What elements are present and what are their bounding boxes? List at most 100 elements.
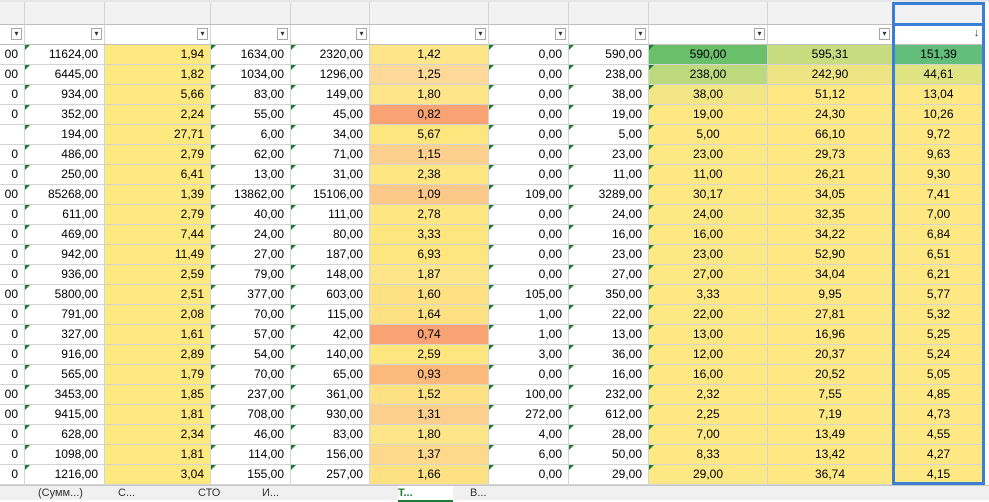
cell-r2-cAN[interactable]: 151,39	[893, 45, 985, 65]
field-header-8[interactable]: ▾	[649, 25, 768, 45]
cell-r3-cAK[interactable]: 238,00	[569, 65, 649, 85]
cell-r23-cAL[interactable]: 29,00	[649, 465, 768, 485]
cell-r10-cAH[interactable]: 111,00	[291, 205, 370, 225]
cell-r4-cAF[interactable]: 5,66	[105, 85, 211, 105]
sheet-tab-4[interactable]: Т...	[398, 486, 453, 502]
cell-r12-cAL[interactable]: 23,00	[649, 245, 768, 265]
cell-r2-cAI[interactable]: 1,42	[370, 45, 489, 65]
cell-r11-cAK[interactable]: 16,00	[569, 225, 649, 245]
cell-r9-cAH[interactable]: 15106,00	[291, 185, 370, 205]
cell-r8-cAM[interactable]: 26,21	[768, 165, 893, 185]
cell-r19-cAF[interactable]: 1,85	[105, 385, 211, 405]
cell-r3-cAM[interactable]: 242,90	[768, 65, 893, 85]
cell-r23-cprev[interactable]: 0	[0, 465, 25, 485]
column-letter-ak[interactable]	[569, 2, 649, 25]
cell-r3-cAG[interactable]: 1034,00	[211, 65, 291, 85]
cell-r4-cAM[interactable]: 51,12	[768, 85, 893, 105]
field-header-6[interactable]: ▾	[489, 25, 569, 45]
cell-r22-cAM[interactable]: 13,42	[768, 445, 893, 465]
cell-r7-cAG[interactable]: 62,00	[211, 145, 291, 165]
cell-r10-cAN[interactable]: 7,00	[893, 205, 985, 225]
cell-r17-cprev[interactable]: 0	[0, 345, 25, 365]
cell-r8-cAN[interactable]: 9,30	[893, 165, 985, 185]
cell-r16-cAJ[interactable]: 1,00	[489, 325, 569, 345]
cell-r3-cAE[interactable]: 6445,00	[25, 65, 105, 85]
cell-r20-cAH[interactable]: 930,00	[291, 405, 370, 425]
column-letter-ae[interactable]	[25, 2, 105, 25]
filter-dropdown-icon[interactable]: ▾	[356, 28, 367, 40]
cell-r7-cAI[interactable]: 1,15	[370, 145, 489, 165]
cell-r21-cAK[interactable]: 28,00	[569, 425, 649, 445]
field-header-1[interactable]: ▾	[25, 25, 105, 45]
cell-r14-cAE[interactable]: 5800,00	[25, 285, 105, 305]
sort-descending-icon[interactable]: ↓	[973, 27, 980, 39]
cell-r19-cprev[interactable]: 00	[0, 385, 25, 405]
cell-r8-cAI[interactable]: 2,38	[370, 165, 489, 185]
cell-r21-cAH[interactable]: 83,00	[291, 425, 370, 445]
cell-r16-cAN[interactable]: 5,25	[893, 325, 985, 345]
cell-r20-cAJ[interactable]: 272,00	[489, 405, 569, 425]
cell-r16-cAK[interactable]: 13,00	[569, 325, 649, 345]
cell-r11-cAN[interactable]: 6,84	[893, 225, 985, 245]
cell-r7-cAL[interactable]: 23,00	[649, 145, 768, 165]
cell-r15-cAM[interactable]: 27,81	[768, 305, 893, 325]
filter-dropdown-icon[interactable]: ▾	[555, 28, 566, 40]
cell-r15-cAH[interactable]: 115,00	[291, 305, 370, 325]
cell-r18-cAJ[interactable]: 0,00	[489, 365, 569, 385]
cell-r16-cAE[interactable]: 327,00	[25, 325, 105, 345]
cell-r16-cAI[interactable]: 0,74	[370, 325, 489, 345]
field-header-7[interactable]: ▾	[569, 25, 649, 45]
cell-r10-cAL[interactable]: 24,00	[649, 205, 768, 225]
cell-r16-cprev[interactable]: 0	[0, 325, 25, 345]
cell-r14-cAG[interactable]: 377,00	[211, 285, 291, 305]
cell-r10-cAJ[interactable]: 0,00	[489, 205, 569, 225]
cell-r4-cAH[interactable]: 149,00	[291, 85, 370, 105]
cell-r3-cAI[interactable]: 1,25	[370, 65, 489, 85]
cell-r18-cAF[interactable]: 1,79	[105, 365, 211, 385]
cell-r5-cAL[interactable]: 19,00	[649, 105, 768, 125]
cell-r11-cAE[interactable]: 469,00	[25, 225, 105, 245]
cell-r21-cAG[interactable]: 46,00	[211, 425, 291, 445]
cell-r6-cAN[interactable]: 9,72	[893, 125, 985, 145]
cell-r13-cAM[interactable]: 34,04	[768, 265, 893, 285]
cell-r11-cAF[interactable]: 7,44	[105, 225, 211, 245]
cell-r15-cAG[interactable]: 70,00	[211, 305, 291, 325]
cell-r4-cAN[interactable]: 13,04	[893, 85, 985, 105]
cell-r10-cAE[interactable]: 611,00	[25, 205, 105, 225]
cell-r22-cprev[interactable]: 0	[0, 445, 25, 465]
field-header-2[interactable]: ▾	[105, 25, 211, 45]
cell-r16-cAM[interactable]: 16,96	[768, 325, 893, 345]
sheet-tab-2[interactable]: СТО	[198, 487, 221, 499]
cell-r14-cAF[interactable]: 2,51	[105, 285, 211, 305]
cell-r13-cAH[interactable]: 148,00	[291, 265, 370, 285]
cell-r22-cAK[interactable]: 50,00	[569, 445, 649, 465]
cell-r16-cAF[interactable]: 1,61	[105, 325, 211, 345]
cell-r6-cAK[interactable]: 5,00	[569, 125, 649, 145]
cell-r2-cAL[interactable]: 590,00	[649, 45, 768, 65]
cell-r19-cAN[interactable]: 4,85	[893, 385, 985, 405]
cell-r15-cAK[interactable]: 22,00	[569, 305, 649, 325]
cell-r20-cAE[interactable]: 9415,00	[25, 405, 105, 425]
cell-r22-cAE[interactable]: 1098,00	[25, 445, 105, 465]
cell-r4-cAK[interactable]: 38,00	[569, 85, 649, 105]
cell-r14-cprev[interactable]: 00	[0, 285, 25, 305]
cell-r2-cAF[interactable]: 1,94	[105, 45, 211, 65]
cell-r7-cAM[interactable]: 29,73	[768, 145, 893, 165]
cell-r4-cAG[interactable]: 83,00	[211, 85, 291, 105]
cell-r8-cAG[interactable]: 13,00	[211, 165, 291, 185]
cell-r9-cAE[interactable]: 85268,00	[25, 185, 105, 205]
column-letter-ai[interactable]	[370, 2, 489, 25]
cell-r22-cAH[interactable]: 156,00	[291, 445, 370, 465]
cell-r4-cprev[interactable]: 0	[0, 85, 25, 105]
cell-r13-cprev[interactable]: 0	[0, 265, 25, 285]
cell-r7-cprev[interactable]: 0	[0, 145, 25, 165]
filter-dropdown-icon[interactable]: ▾	[879, 28, 890, 40]
field-header-0[interactable]: ▾	[0, 25, 25, 45]
cell-r8-cAL[interactable]: 11,00	[649, 165, 768, 185]
cell-r22-cAL[interactable]: 8,33	[649, 445, 768, 465]
cell-r20-cAG[interactable]: 708,00	[211, 405, 291, 425]
cell-r21-cAN[interactable]: 4,55	[893, 425, 985, 445]
cell-r3-cAN[interactable]: 44,61	[893, 65, 985, 85]
cell-r9-cAJ[interactable]: 109,00	[489, 185, 569, 205]
cell-r5-cAJ[interactable]: 0,00	[489, 105, 569, 125]
